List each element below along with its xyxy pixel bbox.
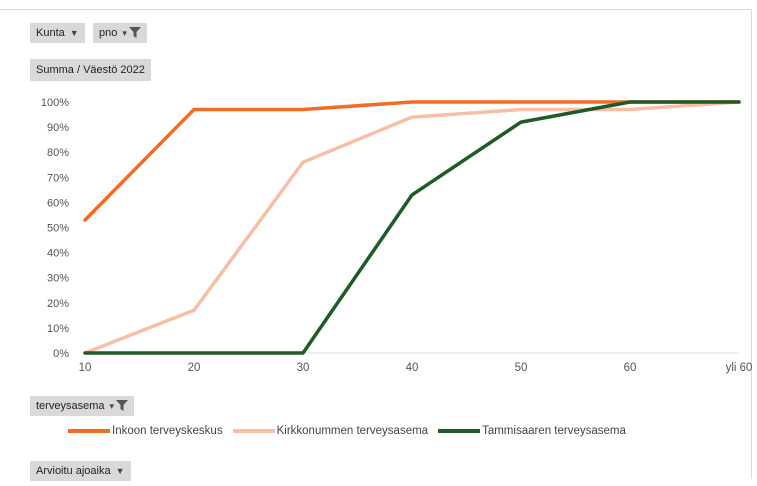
terveysasema-filter-label: terveysasema — [36, 400, 105, 412]
y-tick-label: 40% — [47, 248, 69, 260]
chart-frame-right — [751, 9, 752, 479]
y-tick-label: 0% — [53, 348, 69, 360]
arvioitu-ajoaika-filter-label: Arvioitu ajoaika — [36, 465, 111, 477]
legend-swatch — [438, 429, 481, 433]
arvioitu-ajoaika-filter-button[interactable]: Arvioitu ajoaika ▼ — [30, 461, 131, 481]
y-tick-label: 10% — [47, 323, 69, 335]
legend-label: Kirkkonummen terveysasema — [276, 425, 429, 437]
dropdown-arrow-icon: ▼ — [115, 466, 125, 476]
pno-filter-label: pno — [99, 27, 118, 39]
legend-item-inkoo: Inkoon terveyskeskus — [68, 425, 223, 437]
legend-swatch — [232, 429, 275, 433]
y-tick-label: 50% — [47, 223, 69, 235]
legend-item-tammisaari: Tammisaaren terveysasema — [438, 425, 626, 437]
kunta-filter-button[interactable]: Kunta ▼ — [30, 23, 85, 43]
series-line-kirkkonummi — [83, 100, 741, 355]
filter-funnel-icon — [116, 400, 129, 411]
chart-legend: Inkoon terveyskeskus Kirkkonummen terveys… — [68, 425, 636, 437]
x-tick-label: yli 60 — [726, 362, 753, 374]
terveysasema-filter-button[interactable]: terveysasema ▾ — [30, 396, 135, 416]
x-tick-label: 30 — [297, 362, 310, 374]
y-tick-label: 60% — [47, 197, 69, 209]
x-tick-label: 50 — [515, 362, 528, 374]
series-line-inkoo — [83, 100, 741, 222]
pno-filter-button[interactable]: pno ▾ — [93, 23, 147, 43]
kunta-filter-label: Kunta — [36, 27, 65, 39]
x-tick-label: 20 — [188, 362, 201, 374]
legend-swatch — [68, 429, 110, 433]
x-tick-label: 40 — [406, 362, 419, 374]
y-tick-label: 80% — [47, 147, 69, 159]
legend-item-kirkkonummi: Kirkkonummen terveysasema — [232, 425, 429, 437]
dropdown-arrow-icon: ▾ — [109, 401, 115, 411]
y-tick-label: 70% — [47, 172, 69, 184]
value-field-label: Summa / Väestö 2022 — [30, 59, 151, 81]
filter-funnel-icon — [128, 27, 141, 38]
dropdown-arrow-icon: ▼ — [69, 28, 79, 38]
y-tick-label: 100% — [41, 97, 69, 109]
y-tick-label: 90% — [47, 122, 69, 134]
x-tick-label: 60 — [624, 362, 637, 374]
series-line-tammisaari — [83, 100, 741, 355]
legend-label: Tammisaaren terveysasema — [482, 425, 626, 437]
y-tick-label: 30% — [47, 273, 69, 285]
dropdown-arrow-icon: ▾ — [122, 28, 127, 38]
legend-label: Inkoon terveyskeskus — [112, 425, 223, 437]
y-tick-label: 20% — [47, 298, 69, 310]
x-tick-label: 10 — [79, 362, 92, 374]
chart-frame-top — [0, 9, 752, 10]
